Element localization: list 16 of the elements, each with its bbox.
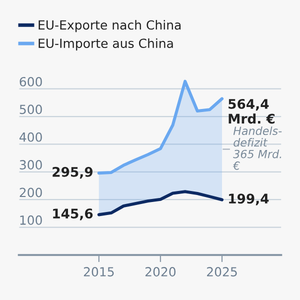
y-tick-label: 600 bbox=[20, 76, 42, 86]
data-label: 295,9 bbox=[52, 166, 93, 179]
y-tick-label: 100 bbox=[20, 215, 42, 225]
x-tick-label: 2025 bbox=[207, 267, 237, 276]
y-tick-label: 200 bbox=[20, 188, 42, 198]
legend-label: EU-Exporte nach China bbox=[38, 20, 181, 32]
y-tick-label: 400 bbox=[20, 132, 42, 142]
legend-label: EU-Importe aus China bbox=[38, 38, 173, 50]
data-label: 564,4 Mrd. € bbox=[228, 98, 275, 124]
data-label: 145,6 bbox=[53, 208, 93, 220]
annotation: Handels- defizit 365 Mrd. € bbox=[232, 126, 282, 170]
x-tick-label: 2020 bbox=[145, 267, 176, 276]
y-tick-label: 500 bbox=[20, 104, 42, 114]
y-tick-label: 300 bbox=[20, 160, 42, 170]
data-label: 199,4 bbox=[229, 194, 269, 206]
x-tick-label: 2015 bbox=[84, 267, 114, 276]
